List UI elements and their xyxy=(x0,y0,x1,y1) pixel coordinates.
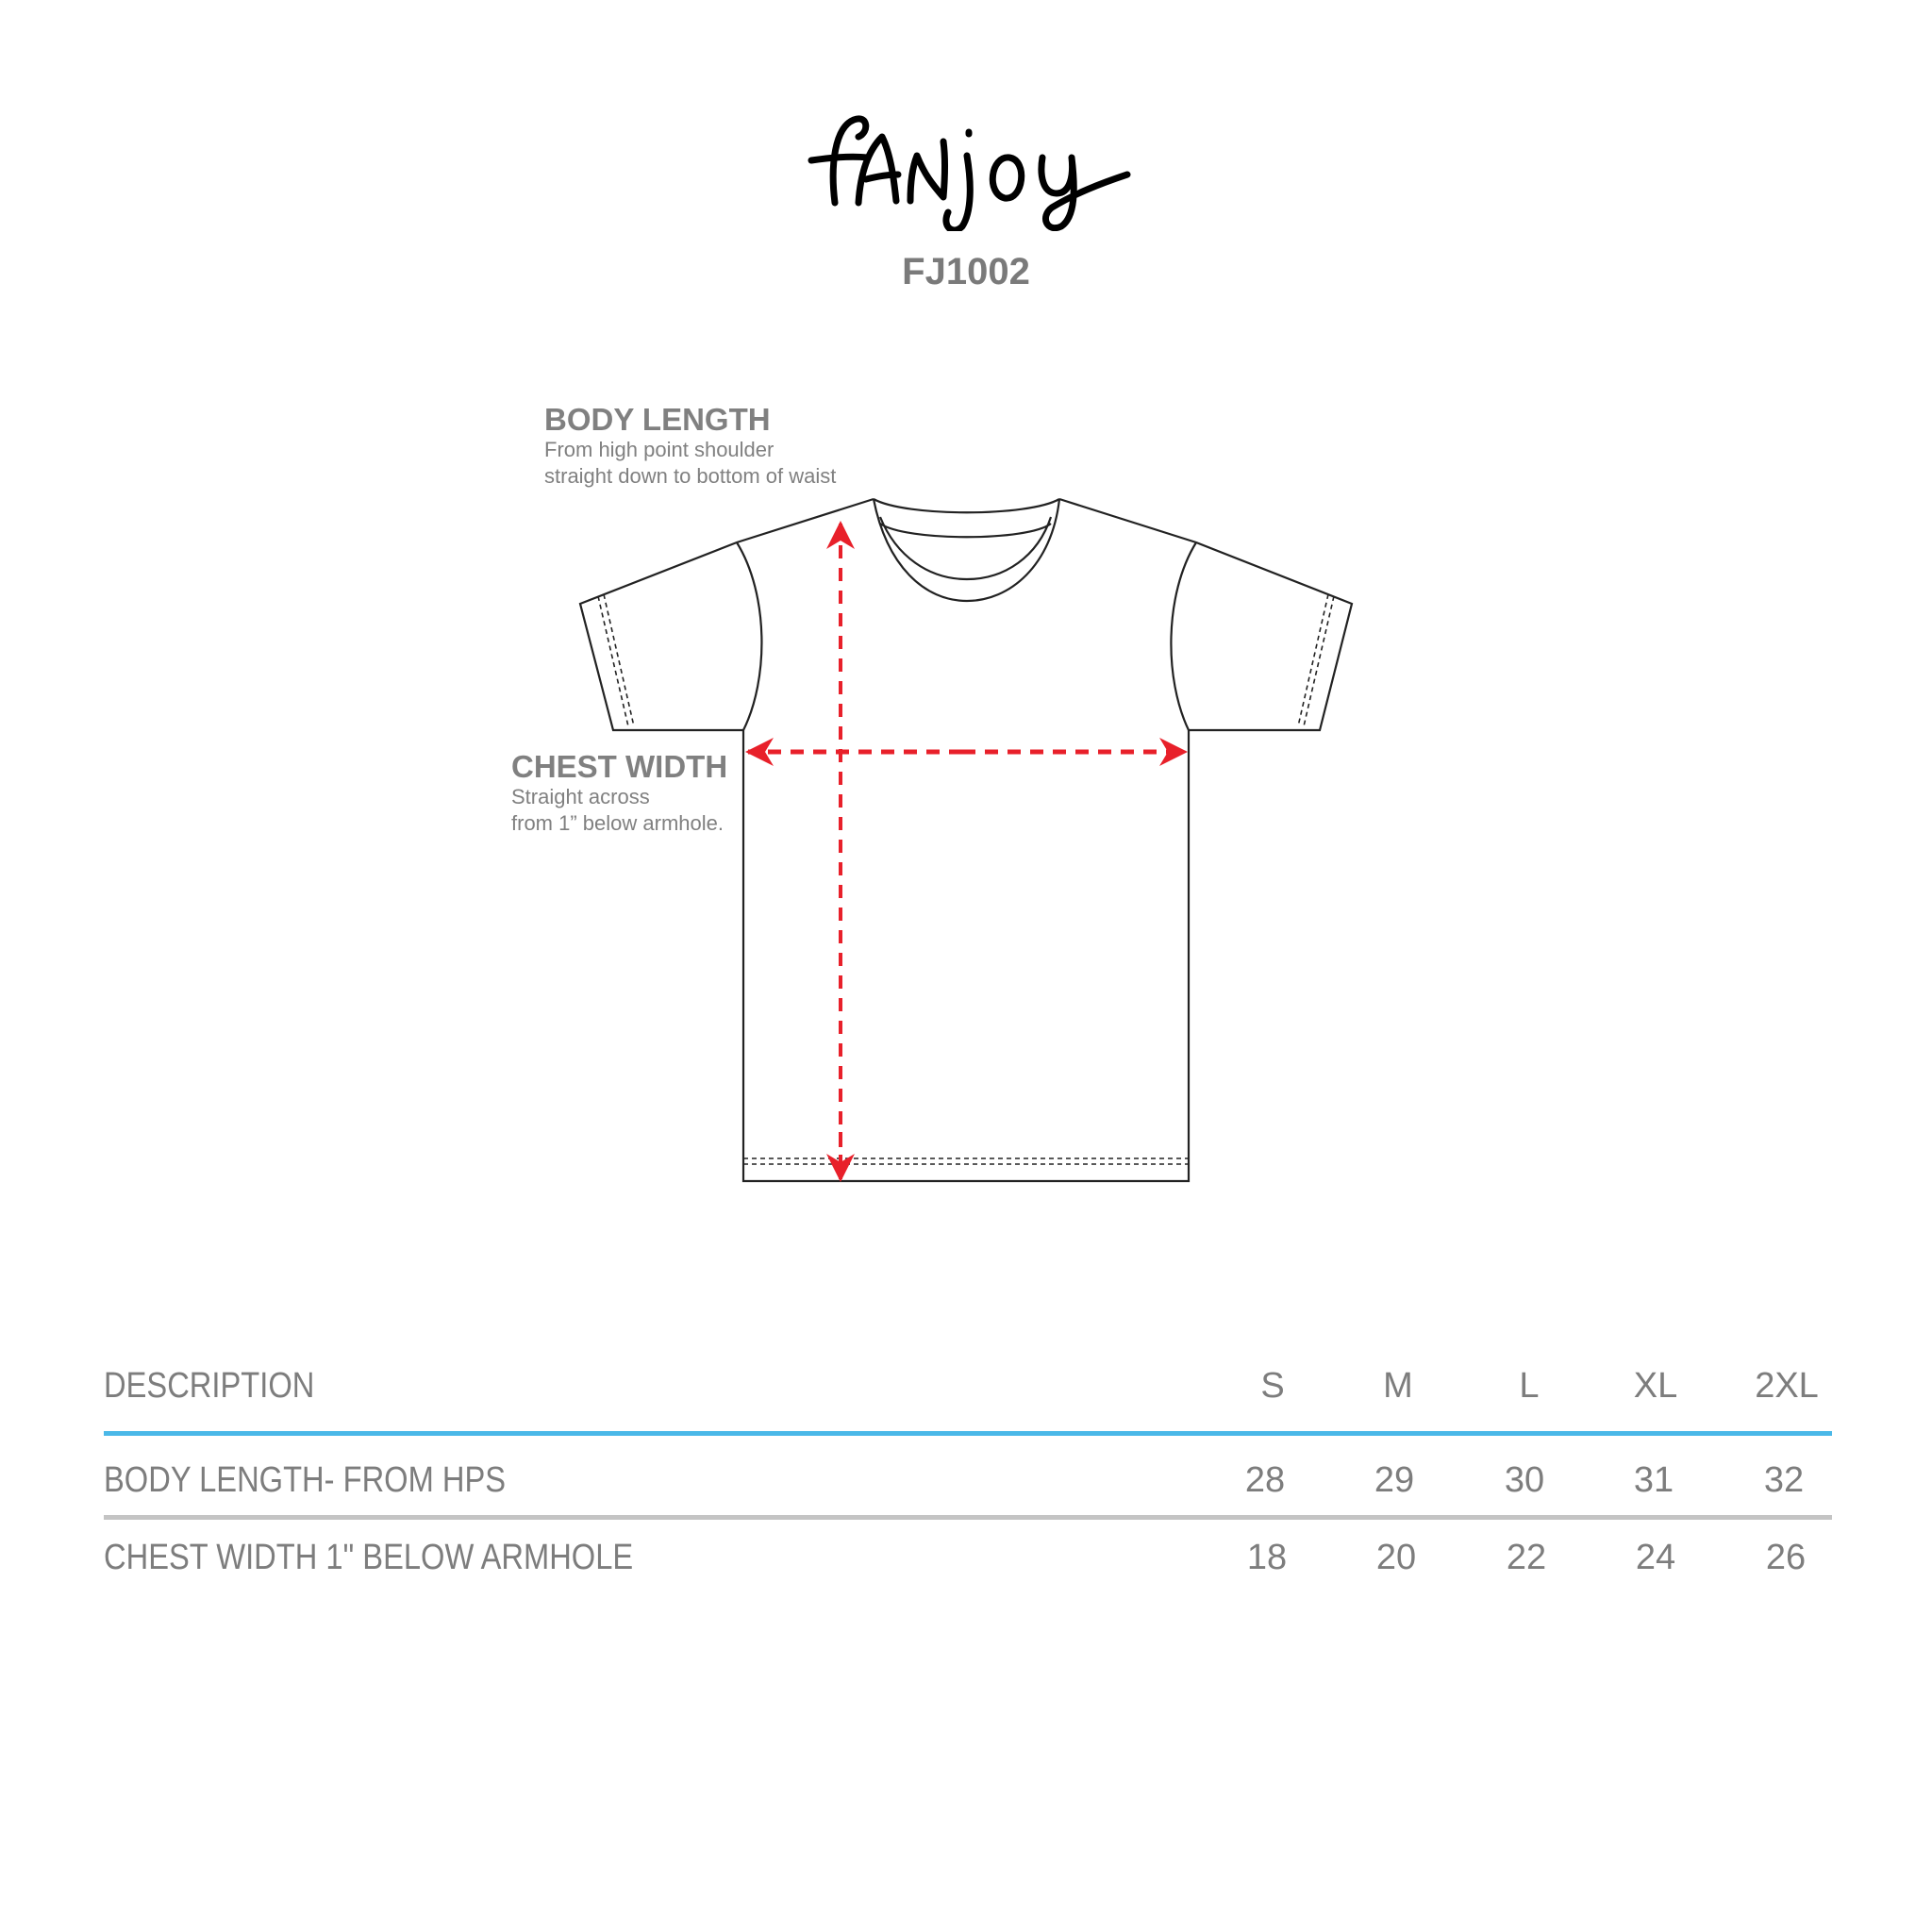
body-length-desc-2: straight down to bottom of waist xyxy=(544,464,837,488)
body-length-title: BODY LENGTH xyxy=(544,402,771,437)
table-cell: 20 xyxy=(1375,1538,1417,1577)
table-cell: 18 xyxy=(1246,1538,1288,1577)
table-cell: 29 xyxy=(1374,1460,1415,1500)
product-code: FJ1002 xyxy=(902,251,1030,292)
table-cell: 32 xyxy=(1763,1460,1805,1500)
header-rule xyxy=(104,1431,1832,1436)
tshirt-outline xyxy=(578,497,1354,1183)
chest-width-desc-2: from 1” below armhole. xyxy=(511,811,724,835)
table-header-size: L xyxy=(1519,1366,1540,1406)
table-cell: 22 xyxy=(1506,1538,1547,1577)
table-header-size: 2XL xyxy=(1755,1366,1819,1406)
table-cell: 30 xyxy=(1504,1460,1545,1500)
chest-width-desc-1: Straight across xyxy=(511,785,650,808)
table-row-label: BODY LENGTH- FROM HPS xyxy=(104,1460,507,1500)
chest-width-title: CHEST WIDTH xyxy=(511,749,728,784)
table-cell: 24 xyxy=(1635,1538,1676,1577)
fanjoy-logo xyxy=(808,115,1131,231)
table-header-description: DESCRIPTION xyxy=(104,1366,315,1406)
table-cell: 31 xyxy=(1633,1460,1674,1500)
table-header-size: XL xyxy=(1633,1366,1678,1406)
table-header-size: M xyxy=(1383,1366,1413,1406)
table-cell: 26 xyxy=(1765,1538,1807,1577)
table-row-label: CHEST WIDTH 1" BELOW ARMHOLE xyxy=(104,1538,634,1577)
stitch-lines xyxy=(597,593,1335,1165)
row-rule xyxy=(104,1515,1832,1520)
body-length-desc-1: From high point shoulder xyxy=(544,438,774,461)
table-header-size: S xyxy=(1260,1366,1285,1406)
table-cell: 28 xyxy=(1244,1460,1286,1500)
